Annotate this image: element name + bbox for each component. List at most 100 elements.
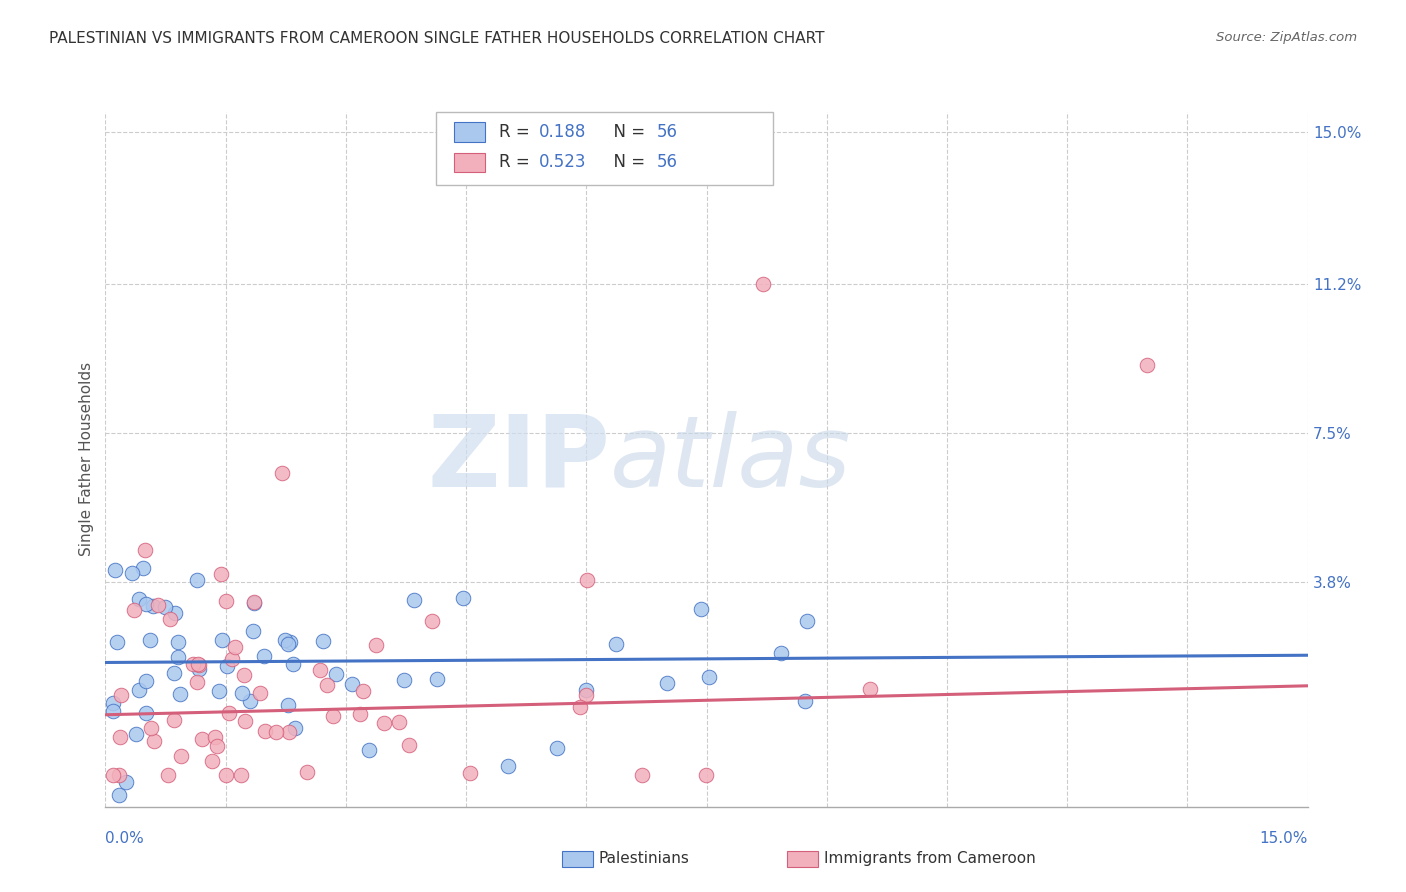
Point [141,721,163,735]
Point [163,666,186,681]
Point [575,689,598,703]
Point [425,672,447,686]
Point [162,714,184,728]
Point [155,599,177,614]
Point [277,636,299,650]
Point [243,596,266,610]
Point [388,714,411,729]
Point [349,707,371,722]
Point [231,686,253,700]
Point [322,709,344,723]
Text: 15.0%: 15.0% [1260,831,1308,846]
Point [224,640,246,654]
Point [398,739,420,753]
Text: atlas: atlas [610,411,852,508]
Y-axis label: Single Father Households: Single Father Households [79,362,94,557]
Point [107,634,129,648]
Point [402,593,425,607]
Point [186,675,208,690]
Text: N =: N = [603,123,651,141]
Point [103,704,125,718]
Point [128,683,150,698]
Point [221,651,243,665]
Point [128,591,150,606]
Point [569,700,592,714]
Point [498,759,520,773]
Point [229,768,252,782]
Point [204,730,226,744]
Point [253,648,276,663]
Point [277,698,299,712]
Point [309,663,332,677]
Point [110,688,132,702]
Point [420,614,443,628]
Point [135,673,157,688]
Text: ZIP: ZIP [427,411,610,508]
Point [104,563,127,577]
Point [264,725,287,739]
Point [281,657,304,671]
Point [142,599,165,613]
Text: N =: N = [603,153,651,171]
Point [217,659,239,673]
Text: Immigrants from Cameroon: Immigrants from Cameroon [824,851,1036,865]
Point [690,602,713,616]
Point [108,768,131,782]
Point [187,657,209,671]
Point [1136,358,1159,372]
Point [697,670,720,684]
Point [453,591,475,606]
Point [132,561,155,575]
Point [575,573,598,587]
Point [695,768,717,782]
Text: 0.523: 0.523 [538,153,586,171]
Point [796,615,818,629]
Point [121,566,143,581]
Text: 56: 56 [657,123,678,141]
Point [209,566,232,581]
Point [135,597,157,611]
Point [278,725,301,739]
Point [794,693,817,707]
Point [201,754,224,768]
Point [233,668,256,682]
Point [249,686,271,700]
Point [769,646,792,660]
Point [190,732,212,747]
Point [295,765,318,780]
Point [243,595,266,609]
Point [284,721,307,735]
Point [373,716,395,731]
Point [859,681,882,696]
Point [211,633,233,648]
Text: PALESTINIAN VS IMMIGRANTS FROM CAMEROON SINGLE FATHER HOUSEHOLDS CORRELATION CHA: PALESTINIAN VS IMMIGRANTS FROM CAMEROON … [49,31,825,46]
Point [253,724,276,739]
Point [167,635,190,649]
Point [135,706,157,720]
Point [270,467,292,481]
Point [242,624,264,638]
Text: R =: R = [499,123,536,141]
Point [108,788,131,802]
Point [146,598,169,612]
Point [110,730,132,744]
Point [215,594,238,608]
Point [340,677,363,691]
Point [167,649,190,664]
Point [169,687,191,701]
Point [575,682,598,697]
Point [274,632,297,647]
Text: Source: ZipAtlas.com: Source: ZipAtlas.com [1216,31,1357,45]
Point [157,768,180,782]
Point [316,678,339,692]
Point [115,775,138,789]
Point [187,658,209,673]
Point [352,684,374,698]
Point [630,768,652,782]
Point [170,748,193,763]
Text: Palestinians: Palestinians [599,851,690,865]
Point [278,635,301,649]
Point [218,706,240,720]
Point [312,634,335,648]
Point [188,662,211,676]
